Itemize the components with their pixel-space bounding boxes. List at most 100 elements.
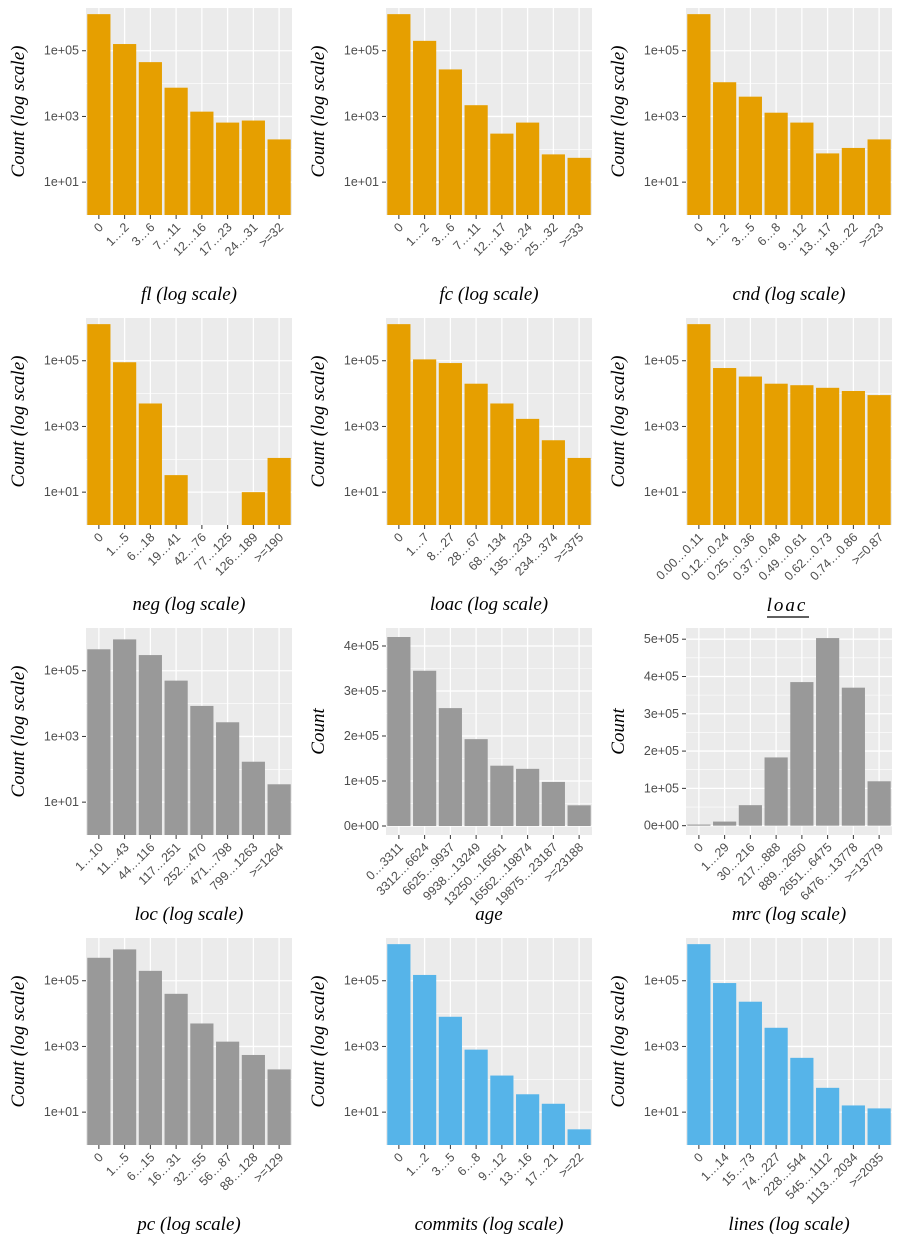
bar-loac-2: [438, 363, 462, 525]
bar-lines-3: [764, 1027, 788, 1145]
bar-pc-4: [190, 1023, 214, 1145]
x-tick-label: 0: [391, 530, 406, 545]
bar-fl-6: [241, 120, 265, 215]
bar-neg-0: [87, 324, 111, 525]
y-tick-label: 1e+05: [344, 354, 379, 368]
y-tick-label: 1e+05: [44, 974, 79, 988]
y-tick-label: 1e+03: [344, 1039, 379, 1053]
x-tick-label: 1…2: [703, 220, 732, 249]
x-tick-label: >=23: [856, 220, 886, 250]
chart-fl-svg: 1e+011e+031e+0501…23…67…1112…1617…2324…3…: [8, 8, 292, 305]
y-tick-label: 1e+05: [344, 774, 379, 788]
y-tick-label: 1e+01: [44, 485, 79, 499]
x-tick-label: >=129: [251, 1150, 286, 1185]
bar-fl-4: [190, 111, 214, 215]
bar-loac-5: [516, 418, 540, 525]
chart-fc: 1e+01 1e+03 1e+05 0 1…2 3…6 7…11 12…17 18…24 25…3…: [300, 0, 600, 308]
y-tick-label: 1e+03: [44, 1039, 79, 1053]
bar-loac_ratio-6: [841, 390, 865, 525]
y-tick-label: 4e+05: [344, 639, 379, 653]
bar-lines-7: [867, 1108, 891, 1145]
bar-age-3: [464, 739, 488, 826]
chart-neg-svg: 1e+011e+031e+0501…56…1819…4142…7677…1251…: [8, 318, 292, 615]
y-tick-label: 1e+03: [44, 419, 79, 433]
y-tick-label: 1e+03: [644, 419, 679, 433]
bar-neg-7: [267, 457, 291, 525]
x-tick-label: 3…5: [729, 220, 758, 249]
bar-loac_ratio-2: [738, 376, 762, 525]
chart-fl: 1e+01 1e+03 1e+05 0 1…2 3…6 7…11 12…16 17…23 24…3…: [0, 0, 300, 308]
bar-cnd-6: [841, 147, 865, 215]
y-tick-label: 1e+03: [44, 109, 79, 123]
y-tick-label: 1e+01: [344, 1105, 379, 1119]
bar-age-7: [567, 805, 591, 826]
bar-neg-3: [164, 475, 188, 525]
bar-neg-2: [138, 403, 162, 525]
bar-lines-6: [841, 1105, 865, 1145]
chart-cnd-svg: 1e+011e+031e+0501…23…56…89…1213…1718…22>…: [608, 8, 892, 305]
bar-pc-7: [267, 1069, 291, 1145]
bar-commits-5: [516, 1094, 540, 1145]
x-tick-label: 3…5: [429, 1150, 458, 1179]
bar-pc-5: [216, 1041, 240, 1145]
bar-loac-1: [413, 359, 437, 525]
y-tick-label: 1e+05: [644, 44, 679, 58]
x-tick-label: 0: [691, 220, 706, 235]
bar-fc-2: [438, 69, 462, 216]
bar-commits-4: [490, 1075, 514, 1145]
y-tick-label: 1e+01: [644, 1105, 679, 1119]
bar-loc-3: [164, 680, 188, 835]
chart-cnd: 1e+01 1e+03 1e+05 0 1…2 3…5 6…8 9…12 13…17 18…22 >…: [600, 0, 900, 308]
chart-pc-svg: 1e+011e+031e+0501…56…1516…3132…5556…8788…: [8, 938, 292, 1235]
y-axis-title: Count: [308, 708, 329, 755]
bar-cnd-3: [764, 112, 788, 215]
y-tick-label: 1e+01: [44, 175, 79, 189]
bar-age-2: [438, 708, 462, 826]
y-tick-label: 0e+00: [644, 819, 679, 833]
x-tick-label: >=22: [556, 1150, 586, 1180]
bar-fc-6: [541, 154, 565, 215]
x-axis-title: loac (log scale): [430, 594, 548, 615]
y-axis-title: Count (log scale): [8, 356, 29, 488]
bar-mrc-5: [816, 638, 840, 826]
bar-loac_ratio-1: [713, 368, 737, 525]
y-tick-label: 1e+01: [44, 1105, 79, 1119]
y-tick-label: 3e+05: [344, 684, 379, 698]
x-axis-title: fc (log scale): [439, 284, 538, 305]
bar-cnd-2: [738, 96, 762, 215]
bar-age-4: [490, 765, 514, 826]
x-tick-label: 1…2: [103, 220, 132, 249]
bar-lines-1: [713, 983, 737, 1145]
x-axis-title: neg (log scale): [133, 594, 246, 615]
bar-fc-1: [413, 40, 437, 215]
chart-loac_ratio: 1e+01 1e+03 1e+05 0.00…0.11 0.12…0.24 0.25…0.…: [600, 310, 900, 642]
x-tick-label: 0: [91, 220, 106, 235]
x-tick-label: 0: [691, 840, 706, 855]
bar-pc-1: [113, 949, 137, 1145]
y-tick-label: 1e+03: [344, 109, 379, 123]
x-tick-label: 0: [391, 220, 406, 235]
bar-loac_ratio-3: [764, 383, 788, 525]
chart-neg: 1e+01 1e+03 1e+05 0 1…5 6…18 19…41 42…76 77…125 1…: [0, 310, 300, 618]
chart-mrc: 0e+00 1e+05 2e+05 3e+05 4e+05 5e+05 0 1…29 30…21…: [600, 620, 900, 928]
y-tick-label: 3e+05: [644, 707, 679, 721]
bar-commits-3: [464, 1049, 488, 1145]
chart-lines: 1e+01 1e+03 1e+05 0 1…14 15…73 74…227 228…544 54…: [600, 930, 900, 1238]
x-tick-label: 1…2: [403, 220, 432, 249]
chart-commits-svg: 1e+011e+031e+0501…23…56…89…1213…1617…21>…: [308, 938, 592, 1235]
chart-fc-svg: 1e+011e+031e+0501…23…67…1112…1718…2425…3…: [308, 8, 592, 305]
bar-loac_ratio-5: [816, 387, 840, 525]
y-axis-title: Count (log scale): [8, 46, 29, 178]
y-tick-label: 1e+01: [344, 485, 379, 499]
bar-loac-7: [567, 457, 591, 525]
x-tick-label: >=375: [551, 530, 586, 565]
x-axis-title: cnd (log scale): [733, 284, 846, 305]
y-tick-label: 2e+05: [644, 744, 679, 758]
bar-loac-3: [464, 383, 488, 525]
y-tick-label: 1e+05: [44, 354, 79, 368]
x-tick-label: 0: [691, 1150, 706, 1165]
y-tick-label: 4e+05: [644, 669, 679, 683]
bar-loc-7: [267, 784, 291, 835]
chart-mrc-svg: 0e+001e+052e+053e+054e+055e+0501…2930…21…: [608, 628, 892, 925]
